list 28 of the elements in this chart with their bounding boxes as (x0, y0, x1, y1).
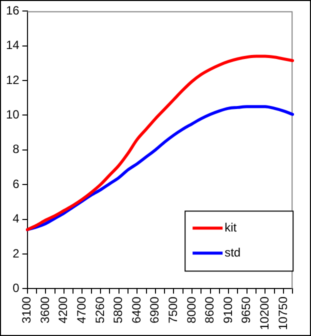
y-tick-label: 0 (12, 280, 20, 295)
y-tick-label: 6 (12, 176, 20, 191)
y-tick-label: 14 (6, 38, 20, 52)
x-tick-label: 6900 (148, 296, 162, 324)
y-tick-label: 10 (6, 108, 20, 122)
legend-label: std (224, 245, 241, 260)
x-tick-label: 6400 (129, 296, 144, 324)
x-tick-label: 4700 (74, 296, 89, 324)
x-tick-label: 5800 (111, 296, 126, 324)
y-tick-label: 16 (6, 4, 20, 18)
x-tick-label: 8600 (202, 296, 217, 324)
x-tick-label: 3600 (38, 296, 52, 324)
x-tick-label: 8000 (184, 296, 198, 324)
legend-label: kit (224, 220, 238, 234)
x-tick-label: 5260 (92, 296, 107, 324)
y-tick-label: 4 (12, 212, 20, 226)
y-tick-label: 2 (12, 246, 20, 260)
y-tick-label: 8 (12, 142, 20, 156)
y-tick-label: 12 (6, 72, 20, 87)
x-tick-label: 7500 (166, 296, 180, 324)
line-series (26, 54, 294, 232)
x-tick-label: 3100 (20, 296, 34, 324)
line-series (26, 105, 294, 232)
x-tick-label: 10750 (276, 296, 290, 330)
x-tick-label: 4200 (56, 296, 70, 324)
x-tick-label: 9100 (220, 296, 235, 324)
x-tick-label: 10200 (257, 296, 272, 330)
x-tick-label: 9650 (239, 296, 254, 324)
